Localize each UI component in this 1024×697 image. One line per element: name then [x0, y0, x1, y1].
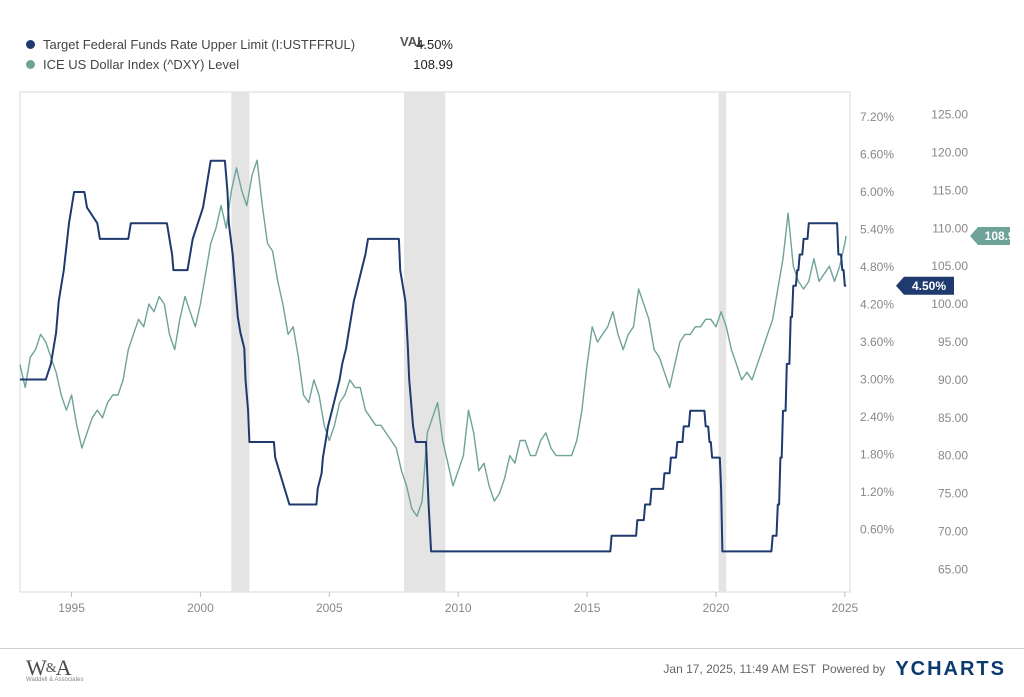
- svg-text:2020: 2020: [703, 601, 730, 615]
- svg-text:6.60%: 6.60%: [860, 148, 894, 162]
- chart-svg: 0.60% 1.20% 1.80% 2.40% 3.00% 3.60% 4.20% 4.80%…: [14, 86, 1010, 626]
- footer-timestamp: Jan 17, 2025, 11:49 AM EST: [663, 662, 816, 676]
- svg-text:85.00: 85.00: [938, 411, 968, 425]
- svg-text:95.00: 95.00: [938, 335, 968, 349]
- svg-text:108.99: 108.99: [985, 229, 1010, 243]
- svg-text:1995: 1995: [58, 601, 85, 615]
- svg-text:4.80%: 4.80%: [860, 260, 894, 274]
- legend-dot-series2: [26, 60, 35, 69]
- svg-text:1.80%: 1.80%: [860, 448, 894, 462]
- legend-value-series2: 108.99: [393, 57, 453, 72]
- svg-text:65.00: 65.00: [938, 562, 968, 576]
- legend-row-series1: Target Federal Funds Rate Upper Limit (I…: [26, 34, 453, 54]
- svg-text:2.40%: 2.40%: [860, 410, 894, 424]
- plot-area: 0.60% 1.20% 1.80% 2.40% 3.00% 3.60% 4.20% 4.80%…: [14, 86, 1010, 626]
- legend-label-series1: Target Federal Funds Rate Upper Limit (I…: [43, 37, 393, 52]
- svg-text:105.00: 105.00: [931, 259, 968, 273]
- svg-text:2005: 2005: [316, 601, 343, 615]
- footer-powered-by: Powered by: [822, 662, 885, 676]
- footer-left-logo: W&A Waddell & Associates: [26, 655, 83, 683]
- svg-text:2015: 2015: [574, 601, 601, 615]
- svg-text:6.00%: 6.00%: [860, 185, 894, 199]
- svg-text:125.00: 125.00: [931, 108, 968, 122]
- svg-text:1.20%: 1.20%: [860, 485, 894, 499]
- svg-text:115.00: 115.00: [932, 183, 968, 197]
- svg-text:3.60%: 3.60%: [860, 335, 894, 349]
- legend-row-series2: ICE US Dollar Index (^DXY) Level 108.99: [26, 54, 453, 74]
- legend-label-series2: ICE US Dollar Index (^DXY) Level: [43, 57, 393, 72]
- wa-logo-sub: Waddell & Associates: [26, 677, 83, 683]
- ycharts-logo: YCHARTS: [895, 658, 1006, 681]
- chart-frame: VAL Target Federal Funds Rate Upper Limi…: [0, 0, 1024, 697]
- svg-text:80.00: 80.00: [938, 449, 968, 463]
- svg-text:2010: 2010: [445, 601, 472, 615]
- svg-text:90.00: 90.00: [938, 373, 968, 387]
- legend-dot-series1: [26, 40, 35, 49]
- svg-text:120.00: 120.00: [931, 146, 968, 160]
- svg-text:75.00: 75.00: [938, 487, 968, 501]
- svg-text:110.00: 110.00: [932, 221, 968, 235]
- svg-text:0.60%: 0.60%: [860, 523, 894, 537]
- svg-text:2025: 2025: [831, 601, 858, 615]
- svg-text:7.20%: 7.20%: [860, 110, 894, 124]
- svg-text:2000: 2000: [187, 601, 214, 615]
- legend: Target Federal Funds Rate Upper Limit (I…: [26, 34, 453, 74]
- footer: W&A Waddell & Associates Jan 17, 2025, 1…: [0, 648, 1024, 689]
- footer-right: Jan 17, 2025, 11:49 AM EST Powered by YC…: [663, 658, 1006, 681]
- legend-value-series1: 4.50%: [393, 37, 453, 52]
- svg-text:5.40%: 5.40%: [860, 223, 894, 237]
- svg-text:100.00: 100.00: [931, 297, 968, 311]
- svg-text:70.00: 70.00: [938, 524, 968, 538]
- svg-text:4.20%: 4.20%: [860, 298, 894, 312]
- svg-text:4.50%: 4.50%: [912, 279, 946, 293]
- svg-text:3.00%: 3.00%: [860, 373, 894, 387]
